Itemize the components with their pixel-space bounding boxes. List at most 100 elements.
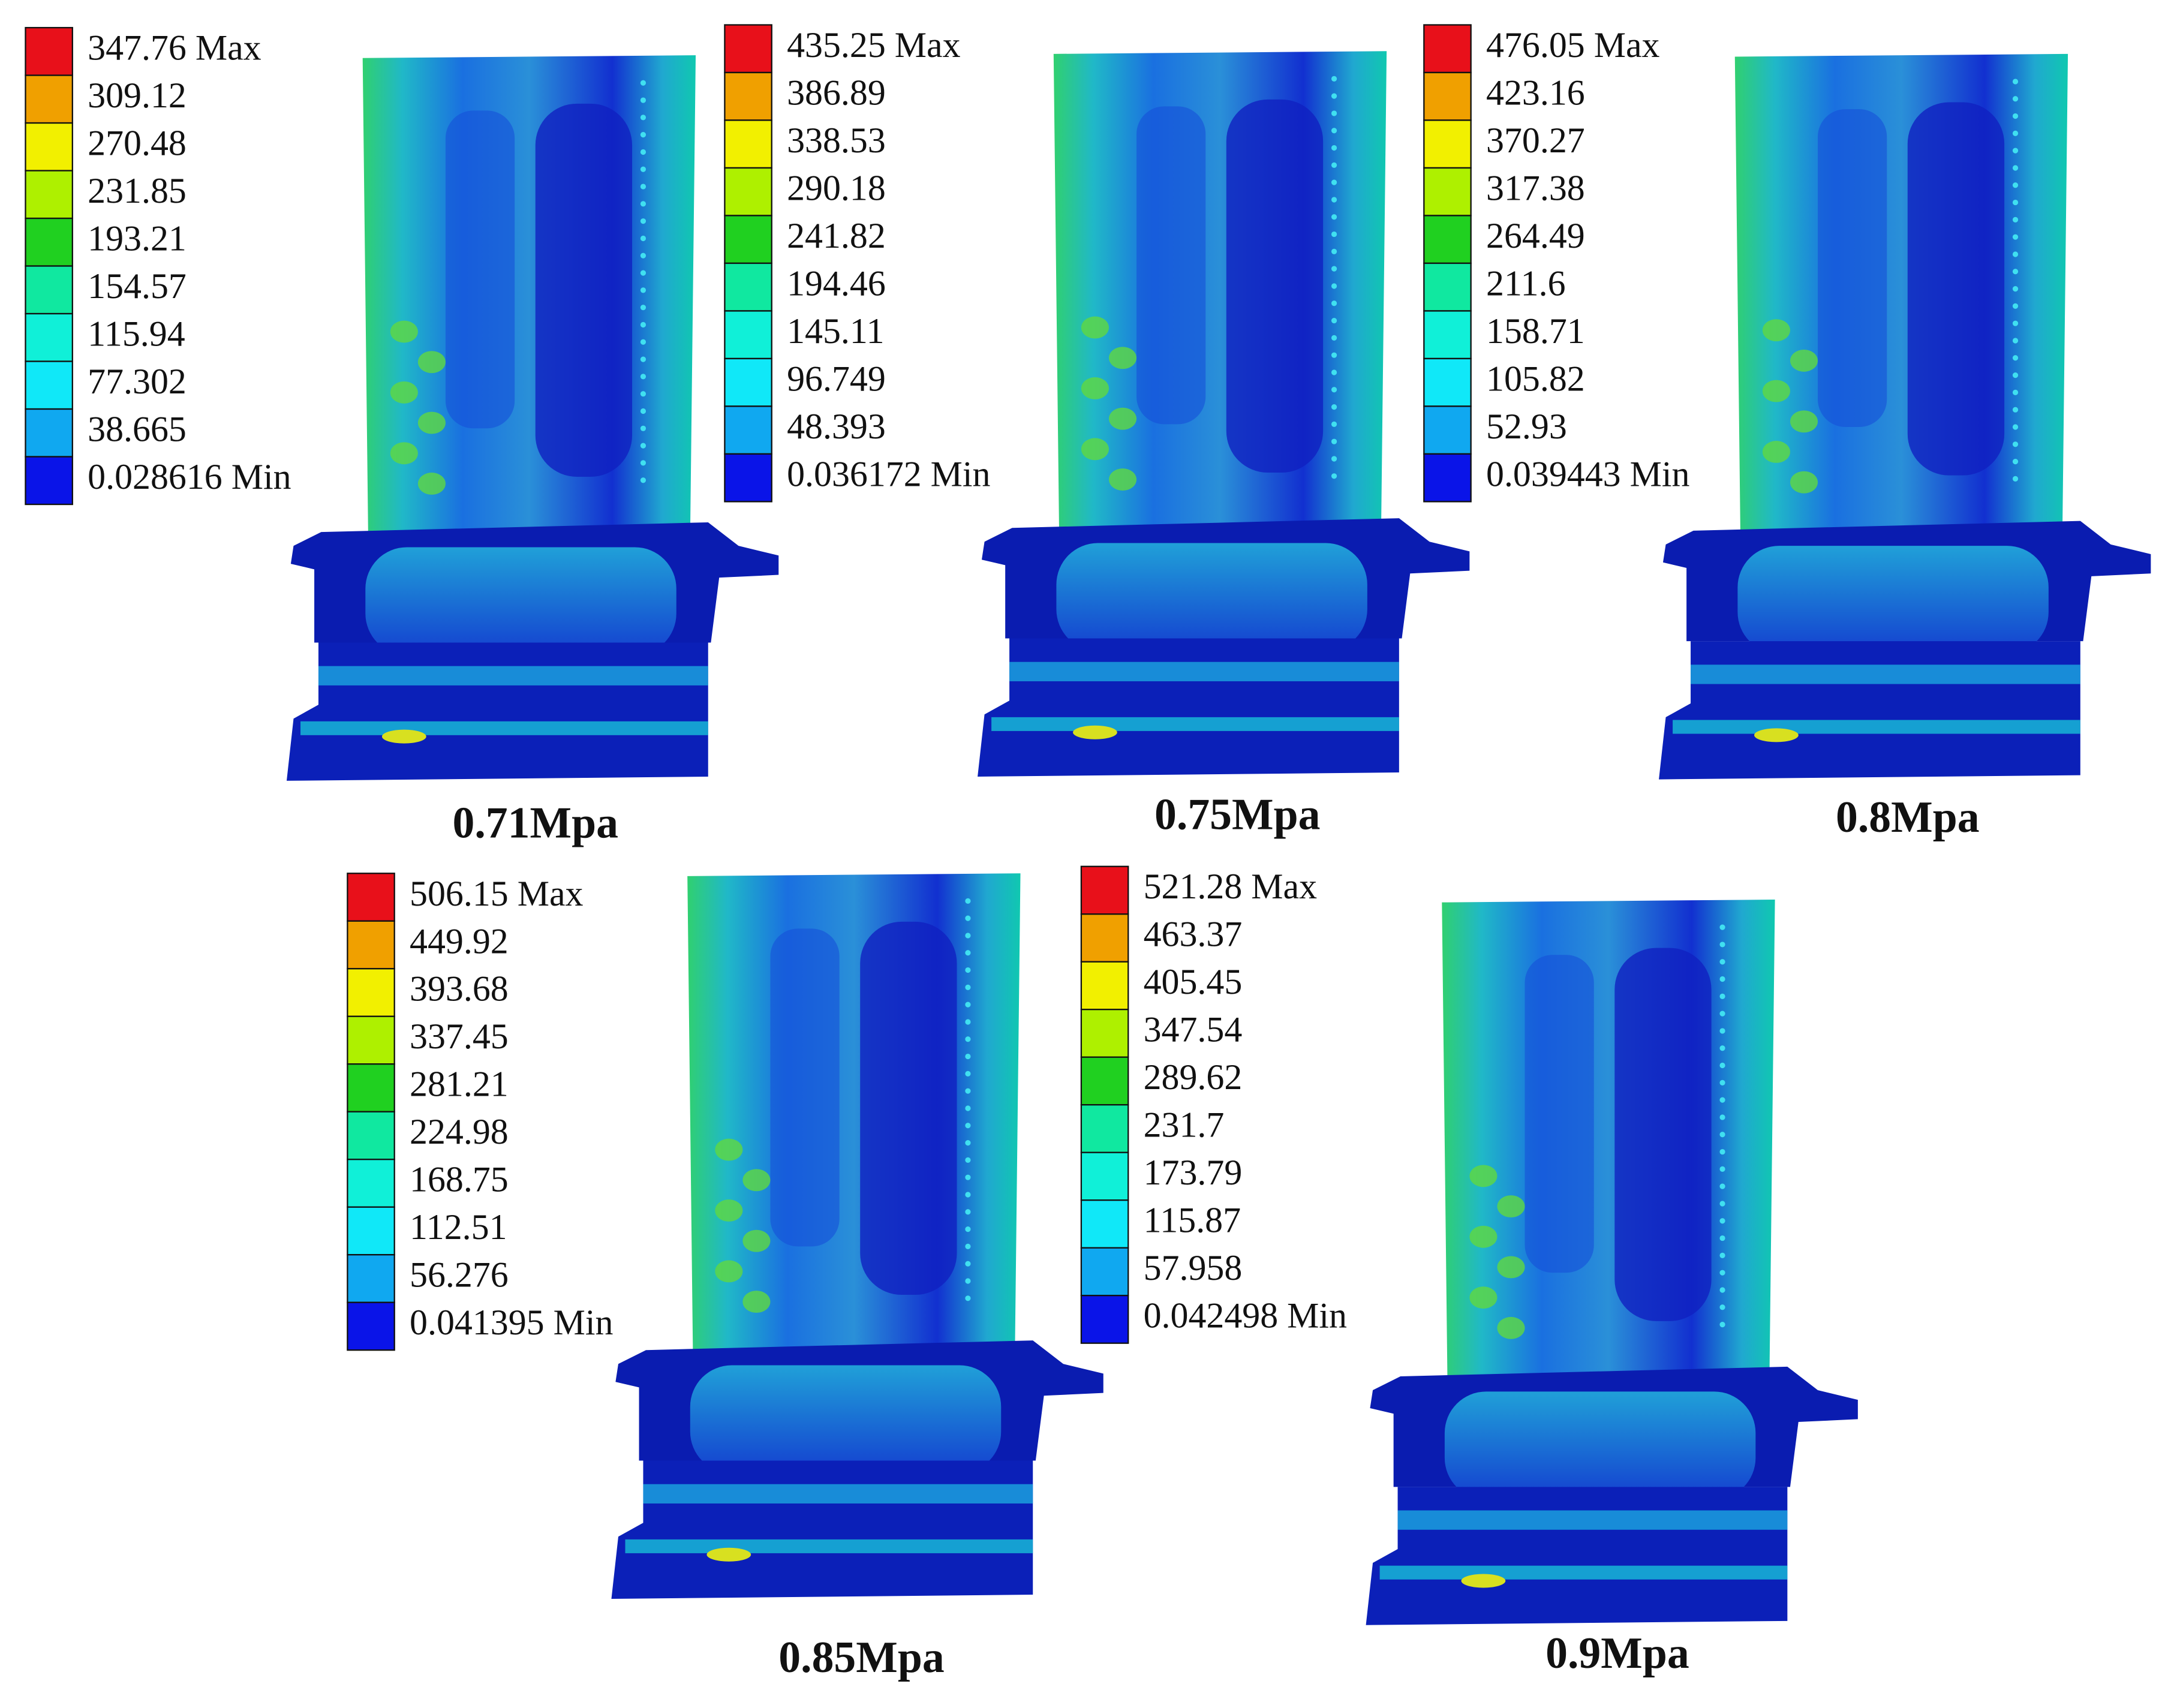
legend-label: 338.53 <box>787 121 886 160</box>
cooling-hole <box>1719 1270 1725 1276</box>
root-band <box>1397 1510 1788 1530</box>
cooling-hole <box>2012 389 2019 396</box>
cooling-hole <box>640 201 647 207</box>
cooling-hole <box>2012 303 2019 309</box>
cooling-hole <box>2012 338 2019 344</box>
cooling-hole <box>2012 372 2019 378</box>
root-band <box>991 717 1399 731</box>
legend-label: 521.28 Max <box>1144 867 1318 906</box>
hot-spot <box>1469 1165 1498 1187</box>
legend-label: 476.05 Max <box>1486 25 1660 65</box>
airfoil <box>1442 900 1775 1381</box>
legend-swatch <box>25 217 73 267</box>
cooling-hole <box>640 149 647 155</box>
hot-spot <box>1497 1316 1525 1339</box>
cooling-hole <box>1331 421 1337 427</box>
cooling-hole <box>1331 300 1337 306</box>
hot-spot <box>1754 728 1799 742</box>
cooling-hole <box>965 1088 971 1094</box>
legend-swatch <box>1080 913 1129 963</box>
platform-cavity <box>1444 1391 1756 1500</box>
cooling-hole <box>1331 456 1337 462</box>
root-band <box>1691 664 2080 684</box>
hot-spot <box>417 473 446 495</box>
legend-swatch <box>1423 71 1472 121</box>
cooling-hole <box>1719 1252 1725 1258</box>
cooling-hole <box>2012 407 2019 413</box>
legend-label: 145.11 <box>787 311 884 351</box>
legend-label: 154.57 <box>88 266 187 306</box>
cooling-hole <box>2012 320 2019 326</box>
cooling-hole <box>965 1243 971 1250</box>
legend-label: 309.12 <box>88 76 187 115</box>
cooling-hole <box>2012 355 2019 361</box>
legend-swatch <box>724 215 772 264</box>
hot-spot <box>715 1138 743 1161</box>
legend-swatch <box>347 1015 395 1065</box>
cooling-hole <box>1331 317 1337 324</box>
legend-swatch <box>25 312 73 362</box>
root-band <box>1379 1565 1788 1580</box>
legend-label: 211.6 <box>1486 263 1566 303</box>
hot-spot <box>1497 1256 1525 1279</box>
legend-label: 194.46 <box>787 263 886 303</box>
legend-swatch <box>724 71 772 121</box>
cooling-hole <box>965 1192 971 1198</box>
platform-cavity <box>690 1365 1002 1474</box>
legend-swatch <box>1080 1009 1129 1058</box>
cooling-hole <box>640 287 647 293</box>
legend-swatch <box>1080 961 1129 1011</box>
legend-swatch <box>25 74 73 124</box>
platform-cavity <box>365 547 676 655</box>
cooling-hole <box>1719 1079 1725 1085</box>
legend-swatch <box>1423 24 1472 74</box>
cooling-hole <box>1331 473 1337 479</box>
hot-spot <box>1497 1195 1525 1218</box>
cooling-hole <box>640 321 647 328</box>
platform-cavity <box>1737 546 2049 654</box>
cooling-hole <box>1331 179 1337 185</box>
root <box>978 638 1399 777</box>
cooling-hole <box>965 1139 971 1146</box>
legend-label: 423.16 <box>1486 73 1585 112</box>
caption: 0.75Mpa <box>1154 790 1320 839</box>
cooling-hole <box>1331 145 1337 151</box>
legend-swatch <box>1423 262 1472 312</box>
cooling-hole <box>965 1019 971 1025</box>
cooling-hole <box>2012 79 2019 85</box>
cooling-hole <box>2012 216 2019 222</box>
legend-swatch <box>25 122 73 172</box>
cooling-hole <box>1719 1132 1725 1138</box>
cooling-hole <box>1331 266 1337 272</box>
legend-swatch <box>1423 310 1472 360</box>
cooling-hole <box>2012 113 2019 119</box>
legend-swatch <box>724 405 772 455</box>
legend-label: 370.27 <box>1486 121 1585 160</box>
cooling-hole <box>1719 1028 1725 1034</box>
cooling-hole <box>1331 335 1337 341</box>
hot-spot <box>1790 410 1818 433</box>
hot-spot <box>1469 1286 1498 1309</box>
legend-swatch <box>724 357 772 407</box>
legend-label: 347.54 <box>1144 1010 1243 1050</box>
cooling-hole <box>1331 283 1337 289</box>
cooling-hole <box>1719 959 1725 965</box>
root-band <box>625 1539 1033 1553</box>
cooling-hole <box>965 967 971 973</box>
cooling-hole <box>640 166 647 172</box>
cooling-hole <box>965 1295 971 1301</box>
hot-spot <box>1073 725 1117 739</box>
legend-label: 96.749 <box>787 359 886 398</box>
legend-label: 77.302 <box>88 362 187 401</box>
cooling-hole <box>1719 1097 1725 1103</box>
cooling-hole <box>640 339 647 345</box>
legend-label: 105.82 <box>1486 359 1585 398</box>
cooling-hole <box>2012 269 2019 275</box>
cooling-hole <box>640 408 647 414</box>
legend-label: 48.393 <box>787 407 886 446</box>
legend-label: 38.665 <box>88 410 187 449</box>
legend-swatch <box>1423 167 1472 216</box>
legend-label: 0.028616 Min <box>88 457 291 497</box>
